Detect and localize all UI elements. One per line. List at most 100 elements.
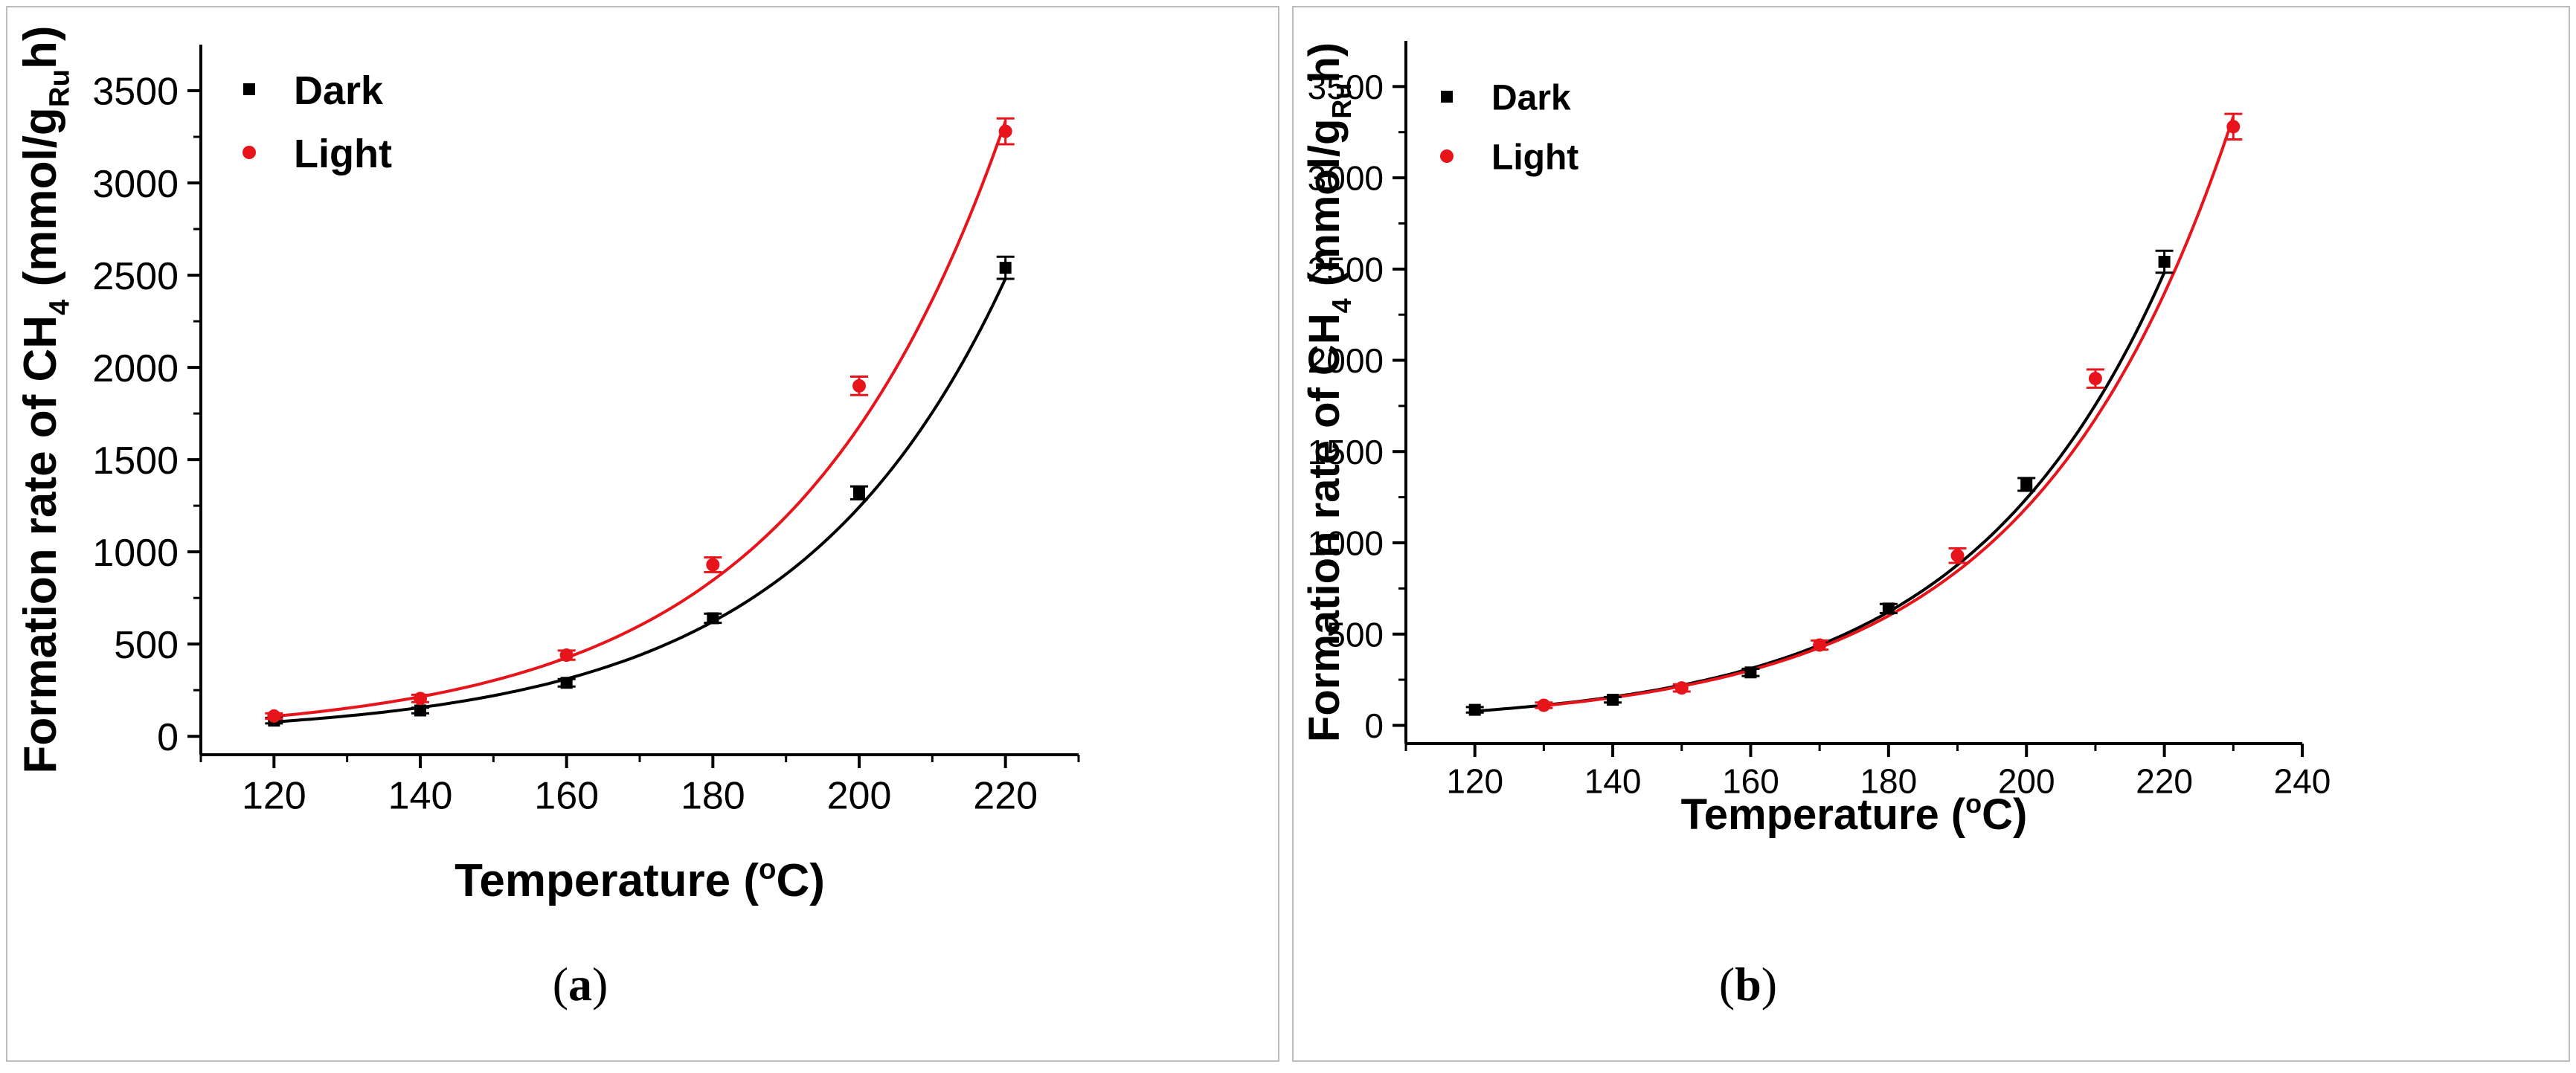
y-tick-label: 2000 <box>92 347 179 390</box>
legend-item-light: Light <box>242 132 392 176</box>
marker-circle <box>414 692 427 706</box>
data-point-dark <box>557 677 576 689</box>
y-tick-label: 2500 <box>92 255 179 298</box>
legend-label: Light <box>294 132 392 176</box>
x-tick-label: 220 <box>973 775 1038 818</box>
marker-circle <box>1537 698 1551 712</box>
legend-item-dark: Dark <box>243 68 384 113</box>
x-tick-label: 120 <box>1446 761 1503 800</box>
y-tick-label: 3000 <box>1308 159 1384 198</box>
marker-square <box>853 486 865 499</box>
x-tick-label: 180 <box>681 775 745 818</box>
y-tick-label: 2500 <box>1308 250 1384 289</box>
data-point-light <box>1811 638 1829 652</box>
data-point-light <box>411 692 429 706</box>
marker-square <box>1882 602 1895 615</box>
fit-curve-dark <box>274 277 1007 724</box>
marker-square <box>1468 703 1481 716</box>
data-point-light <box>1672 681 1691 695</box>
x-tick-label: 180 <box>1860 761 1917 800</box>
y-axis-title: Formation rate of CH4 (mmol/gRuh) <box>1300 42 1357 742</box>
marker-square <box>560 677 573 689</box>
legend-item-dark: Dark <box>1441 78 1571 117</box>
y-tick-label: 3500 <box>92 71 179 114</box>
legend-marker-circle <box>1440 149 1454 163</box>
data-point-dark <box>996 255 1015 280</box>
legend-label: Light <box>1491 138 1578 177</box>
data-point-light <box>704 556 722 573</box>
y-tick-label: 1500 <box>1308 433 1384 471</box>
data-point-light <box>1948 547 1967 564</box>
x-tick-label: 200 <box>1998 761 2055 800</box>
data-point-dark <box>1879 602 1898 615</box>
y-tick-label: 3000 <box>92 163 179 206</box>
y-tick-label: 2000 <box>1308 341 1384 380</box>
y-tick-label: 1000 <box>92 532 179 575</box>
marker-square <box>2020 478 2033 491</box>
panel-caption-b: (b) <box>1719 958 1777 1011</box>
legend-marker-square <box>1441 91 1453 103</box>
data-point-dark <box>2017 477 2036 492</box>
chart-panel-a: 0 500 1000 1500 2000 2500 3000 3500 120 140 160 180… <box>15 25 1080 906</box>
y-axis-title: Formation rate of CH4 (mmol/gRuh) <box>15 25 75 773</box>
marker-circle <box>998 124 1012 138</box>
marker-circle <box>2088 372 2102 386</box>
panel-caption-a: (a) <box>553 958 608 1011</box>
legend-marker-square <box>243 83 255 95</box>
y-tick-label: 500 <box>1326 615 1384 654</box>
data-point-light <box>2086 368 2104 389</box>
x-axis-title: Temperature (oC) <box>455 853 825 906</box>
marker-square <box>414 704 426 717</box>
x-tick-label: 140 <box>1584 761 1642 800</box>
data-point-dark <box>1741 666 1760 679</box>
data-point-dark <box>704 612 722 625</box>
x-tick-label: 140 <box>388 775 453 818</box>
marker-square <box>1744 666 1757 679</box>
marker-circle <box>1813 638 1827 652</box>
x-tick-label: 120 <box>242 775 306 818</box>
marker-circle <box>1674 681 1689 695</box>
data-point-dark <box>411 704 429 717</box>
data-point-light <box>996 117 1015 146</box>
y-tick-label: 3500 <box>1308 68 1384 106</box>
marker-square <box>2158 256 2171 268</box>
chart-panel-b: 0 500 1000 1500 2000 2500 3000 3500 120 140 160 180… <box>1300 41 2331 839</box>
y-tick-label: 0 <box>157 716 179 759</box>
data-point-light <box>2224 112 2243 141</box>
y-tick-label: 0 <box>1364 706 1384 745</box>
data-point-dark <box>1465 703 1484 716</box>
marker-circle <box>1950 549 1965 563</box>
data-point-light <box>850 375 868 396</box>
marker-circle <box>267 709 281 723</box>
marker-circle <box>559 648 574 663</box>
y-tick-label: 1000 <box>1308 524 1384 563</box>
data-point-dark <box>1604 694 1622 706</box>
legend-label: Dark <box>1491 78 1571 117</box>
x-tick-label: 220 <box>2136 761 2193 800</box>
x-tick-label: 160 <box>1722 761 1779 800</box>
x-tick-label: 200 <box>827 775 892 818</box>
x-tick-label: 160 <box>534 775 599 818</box>
legend-label: Dark <box>294 68 384 113</box>
data-point-light <box>1535 698 1553 712</box>
panel-a-frame <box>6 6 1279 1062</box>
marker-circle <box>852 378 866 393</box>
data-point-light <box>265 709 283 723</box>
legend-marker-circle <box>242 146 256 159</box>
fit-curve-light <box>274 120 1007 718</box>
fit-curve-light <box>1544 116 2235 707</box>
data-point-light <box>557 648 576 663</box>
panel-b-frame <box>1292 6 2570 1062</box>
x-axis-title: Temperature (oC) <box>1681 788 2028 839</box>
marker-square <box>707 612 719 625</box>
y-tick-label: 500 <box>114 624 179 667</box>
marker-circle <box>706 558 720 572</box>
x-tick-label: 240 <box>2274 761 2331 800</box>
data-point-dark <box>2155 249 2174 274</box>
y-tick-label: 1500 <box>92 439 179 483</box>
marker-square <box>1607 694 1619 706</box>
marker-circle <box>2226 120 2241 134</box>
legend-item-light: Light <box>1440 138 1578 177</box>
data-point-dark <box>850 485 868 500</box>
